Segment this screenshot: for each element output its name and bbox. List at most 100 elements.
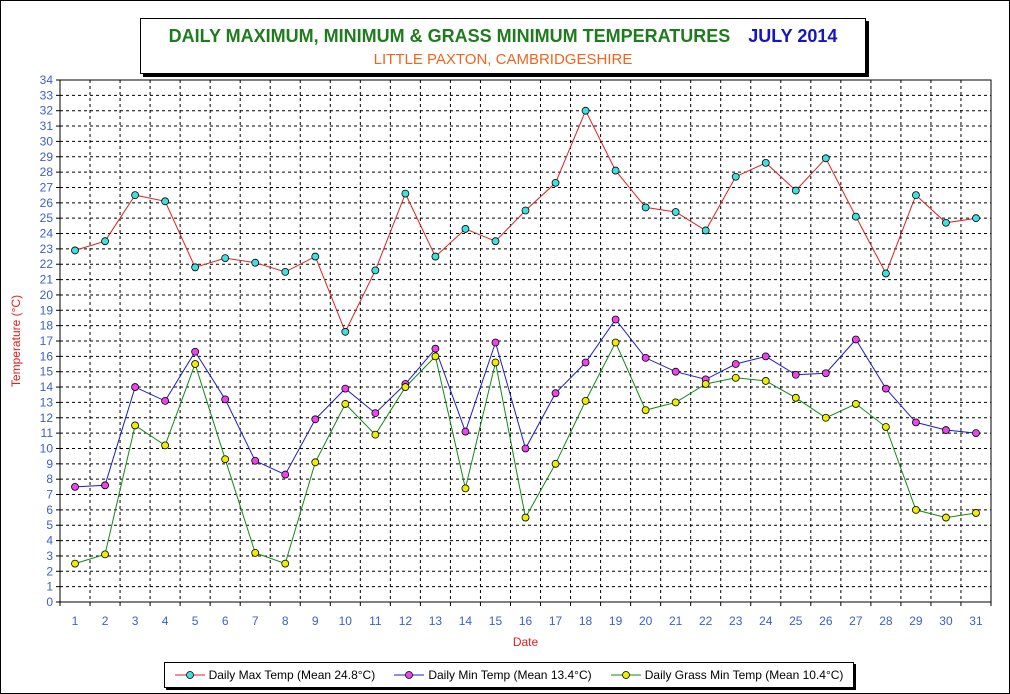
x-tick-label: 30 bbox=[939, 614, 953, 628]
x-tick-label: 27 bbox=[849, 614, 863, 628]
x-tick-label: 2 bbox=[102, 614, 109, 628]
legend-label-min: Daily Min Temp (Mean 13.4°C) bbox=[428, 668, 592, 682]
x-tick-label: 25 bbox=[789, 614, 803, 628]
data-point-min bbox=[341, 384, 350, 393]
data-point-min bbox=[972, 429, 980, 438]
data-point-min bbox=[101, 481, 109, 490]
chart-title-month: JULY 2014 bbox=[748, 26, 838, 46]
data-point-min bbox=[431, 344, 440, 353]
x-tick-label: 9 bbox=[312, 614, 319, 628]
x-tick-label: 6 bbox=[222, 614, 229, 628]
y-tick-label: 25 bbox=[40, 211, 54, 225]
data-point-max bbox=[281, 268, 290, 276]
data-point-min bbox=[581, 358, 590, 367]
y-tick-label: 22 bbox=[40, 257, 54, 271]
data-point-max bbox=[101, 237, 109, 246]
x-tick-label: 31 bbox=[969, 614, 983, 628]
y-tick-label: 28 bbox=[40, 165, 54, 179]
data-point-max bbox=[311, 252, 320, 261]
data-point-grass bbox=[431, 352, 440, 361]
x-tick-label: 11 bbox=[369, 614, 382, 628]
data-point-grass bbox=[731, 373, 740, 382]
x-tick-label: 29 bbox=[909, 614, 923, 628]
data-point-grass bbox=[191, 360, 200, 368]
y-tick-label: 0 bbox=[46, 595, 53, 609]
x-axis-title: Date bbox=[513, 635, 539, 649]
data-point-grass bbox=[611, 338, 620, 347]
legend: Daily Max Temp (Mean 24.8°C) Daily Min Te… bbox=[164, 662, 854, 688]
y-tick-label: 10 bbox=[40, 441, 54, 455]
y-tick-label: 31 bbox=[40, 119, 54, 133]
y-tick-label: 23 bbox=[40, 242, 54, 256]
data-point-min bbox=[611, 315, 620, 324]
data-point-min bbox=[371, 409, 380, 418]
data-point-max bbox=[431, 252, 440, 261]
data-point-grass bbox=[401, 383, 410, 391]
chart-title-main: DAILY MAXIMUM, MINIMUM & GRASS MINIMUM T… bbox=[168, 26, 731, 46]
x-tick-label: 23 bbox=[729, 614, 743, 628]
data-point-grass bbox=[942, 513, 950, 522]
y-axis-title: Temperature (°C) bbox=[9, 295, 23, 387]
legend-label-grass: Daily Grass Min Temp (Mean 10.4°C) bbox=[644, 668, 844, 682]
legend-swatch-max bbox=[174, 671, 205, 679]
x-tick-label: 5 bbox=[192, 614, 199, 628]
x-tick-label: 24 bbox=[759, 614, 773, 628]
data-point-min bbox=[881, 384, 890, 393]
data-point-grass bbox=[161, 441, 170, 450]
data-point-grass bbox=[761, 377, 770, 385]
data-point-min bbox=[71, 482, 79, 491]
data-point-max bbox=[521, 206, 530, 215]
x-tick-label: 10 bbox=[339, 614, 353, 628]
y-tick-label: 12 bbox=[40, 411, 54, 425]
y-tick-label: 24 bbox=[40, 227, 54, 241]
data-point-grass bbox=[851, 400, 860, 408]
y-tick-label: 27 bbox=[40, 180, 54, 194]
y-tick-label: 3 bbox=[46, 549, 53, 563]
x-tick-label: 28 bbox=[879, 614, 893, 628]
legend-swatch-grass bbox=[610, 671, 641, 679]
data-point-min bbox=[761, 352, 770, 361]
data-point-grass bbox=[821, 413, 830, 422]
y-tick-label: 17 bbox=[40, 334, 54, 348]
data-point-max bbox=[551, 178, 560, 187]
data-point-grass bbox=[131, 421, 139, 430]
data-point-max bbox=[821, 154, 830, 163]
data-point-grass bbox=[491, 358, 500, 367]
chart-subtitle: LITTLE PAXTON, CAMBRIDGESHIRE bbox=[373, 51, 633, 68]
data-point-min bbox=[731, 360, 740, 368]
y-tick-label: 9 bbox=[46, 457, 53, 471]
data-point-min bbox=[161, 396, 170, 405]
x-tick-label: 14 bbox=[459, 614, 473, 628]
y-tick-label: 21 bbox=[40, 273, 54, 287]
data-point-min bbox=[281, 470, 290, 479]
data-point-max bbox=[161, 197, 170, 206]
data-point-max bbox=[251, 258, 260, 267]
y-tick-label: 19 bbox=[40, 303, 54, 317]
x-tick-label: 15 bbox=[489, 614, 503, 628]
data-point-max bbox=[491, 237, 500, 246]
data-point-min bbox=[912, 418, 920, 427]
data-point-max bbox=[611, 166, 620, 175]
y-tick-label: 8 bbox=[46, 472, 53, 486]
data-point-min bbox=[851, 335, 860, 344]
data-point-max bbox=[791, 186, 800, 195]
data-point-max bbox=[851, 212, 860, 221]
data-point-max bbox=[761, 159, 770, 167]
data-point-min bbox=[311, 415, 320, 424]
x-tick-label: 26 bbox=[819, 614, 833, 628]
legend-item-max: Daily Max Temp (Mean 24.8°C) bbox=[174, 668, 375, 682]
data-point-min bbox=[491, 338, 500, 347]
data-point-max bbox=[972, 214, 980, 223]
x-tick-label: 21 bbox=[669, 614, 683, 628]
data-point-min bbox=[221, 395, 230, 404]
x-tick-label: 16 bbox=[519, 614, 533, 628]
x-tick-label: 17 bbox=[549, 614, 563, 628]
data-point-min bbox=[251, 456, 260, 465]
data-point-min bbox=[942, 426, 950, 434]
data-point-min bbox=[521, 444, 530, 453]
data-point-grass bbox=[71, 559, 79, 568]
data-point-grass bbox=[551, 459, 560, 468]
data-point-min bbox=[131, 383, 139, 391]
x-tick-label: 4 bbox=[162, 614, 169, 628]
x-tick-label: 20 bbox=[639, 614, 653, 628]
